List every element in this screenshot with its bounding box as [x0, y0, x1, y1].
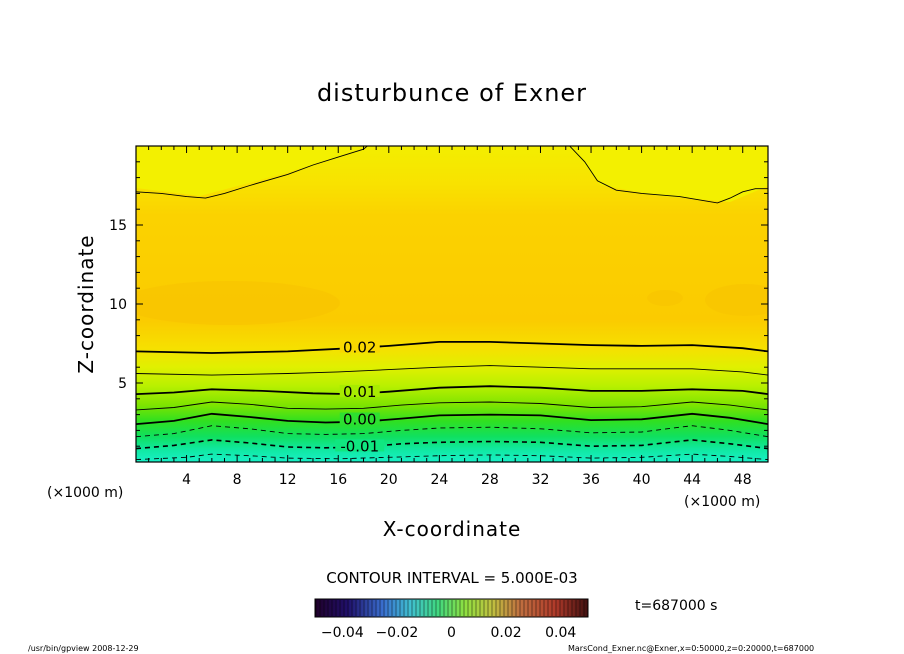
- contour-labels: 0.02 0.01 0.00 -0.01: [340, 339, 379, 456]
- y-tick-label: 15: [109, 218, 127, 234]
- contour-label-mask: [339, 384, 380, 397]
- contour-label-mask: [339, 340, 380, 353]
- contour-line-solid: [136, 341, 768, 354]
- x-tick-label: 20: [380, 472, 398, 488]
- contour-label: 0.00: [343, 411, 376, 429]
- x-tick-label: 12: [279, 472, 297, 488]
- contour-interval: CONTOUR INTERVAL = 5.000E-03: [326, 569, 577, 587]
- contour-line-solid: [136, 365, 768, 376]
- y-axis-ticks: 5 10 15: [109, 161, 768, 447]
- x-tick-label: 28: [481, 472, 499, 488]
- contour-line-solid: [136, 385, 768, 396]
- x-axis-ticks: 4 8 12 16 20 24 28 32 36 40 44 48: [148, 146, 756, 488]
- x-tick-label: 24: [430, 472, 448, 488]
- contour-line-solid: [136, 412, 768, 425]
- plot-area: 0.02 0.01 0.00 -0.01: [136, 146, 768, 462]
- y-axis-label: Z-coordinate: [74, 234, 98, 373]
- contour-fill-max-mid: [647, 290, 683, 306]
- colorbar-tick-label: 0.04: [545, 625, 576, 641]
- y-tick-label: 10: [109, 297, 127, 313]
- contour-fill-max-left: [136, 281, 340, 325]
- contour-line-dashed: [136, 425, 768, 438]
- time-label: t=687000 s: [635, 598, 717, 614]
- x-axis-label: X-coordinate: [383, 517, 522, 541]
- chart-title: disturbunce of Exner: [317, 79, 587, 107]
- x-tick-label: 48: [734, 472, 752, 488]
- contour-label-mask: [335, 439, 385, 452]
- y-tick-label: 5: [118, 376, 127, 392]
- contour-fill-top-right: [570, 146, 768, 202]
- x-tick-label: 16: [329, 472, 347, 488]
- x-tick-label: 8: [233, 472, 242, 488]
- contour-line-solid: [136, 146, 368, 199]
- colorbar-stripes: [315, 600, 585, 616]
- footer-right: MarsCond_Exner.nc@Exner,x=0:50000,z=0:20…: [568, 644, 814, 653]
- contour-label: -0.01: [340, 437, 379, 455]
- contour-label-mask: [339, 412, 380, 425]
- x-tick-label: 36: [582, 472, 600, 488]
- x-unit-left: (×1000 m): [47, 485, 123, 501]
- x-tick-label: 40: [633, 472, 651, 488]
- contour-label: 0.01: [343, 383, 376, 401]
- x-tick-label: 44: [683, 472, 701, 488]
- x-tick-label: 4: [182, 472, 191, 488]
- contour-line-dashed: [136, 439, 768, 450]
- colorbar-tick-label: −0.02: [375, 625, 418, 641]
- contour-label: 0.02: [343, 339, 376, 357]
- colorbar-ticks: −0.04 −0.02 0 0.02 0.04: [321, 625, 577, 641]
- contour-fill-max-right: [705, 284, 768, 316]
- contour-lines: [136, 146, 768, 461]
- colorbar-tick-label: −0.04: [321, 625, 364, 641]
- contour-line-solid: [569, 146, 768, 204]
- colorbar-tick-label: 0.02: [491, 625, 522, 641]
- x-tick-label: 32: [532, 472, 550, 488]
- footer-left: /usr/bin/gpview 2008-12-29: [28, 644, 139, 653]
- x-unit-right: (×1000 m): [684, 494, 760, 510]
- contour-line-solid: [136, 401, 768, 411]
- colorbar-tick-label: 0: [447, 625, 456, 641]
- contour-fill-top: [136, 146, 365, 196]
